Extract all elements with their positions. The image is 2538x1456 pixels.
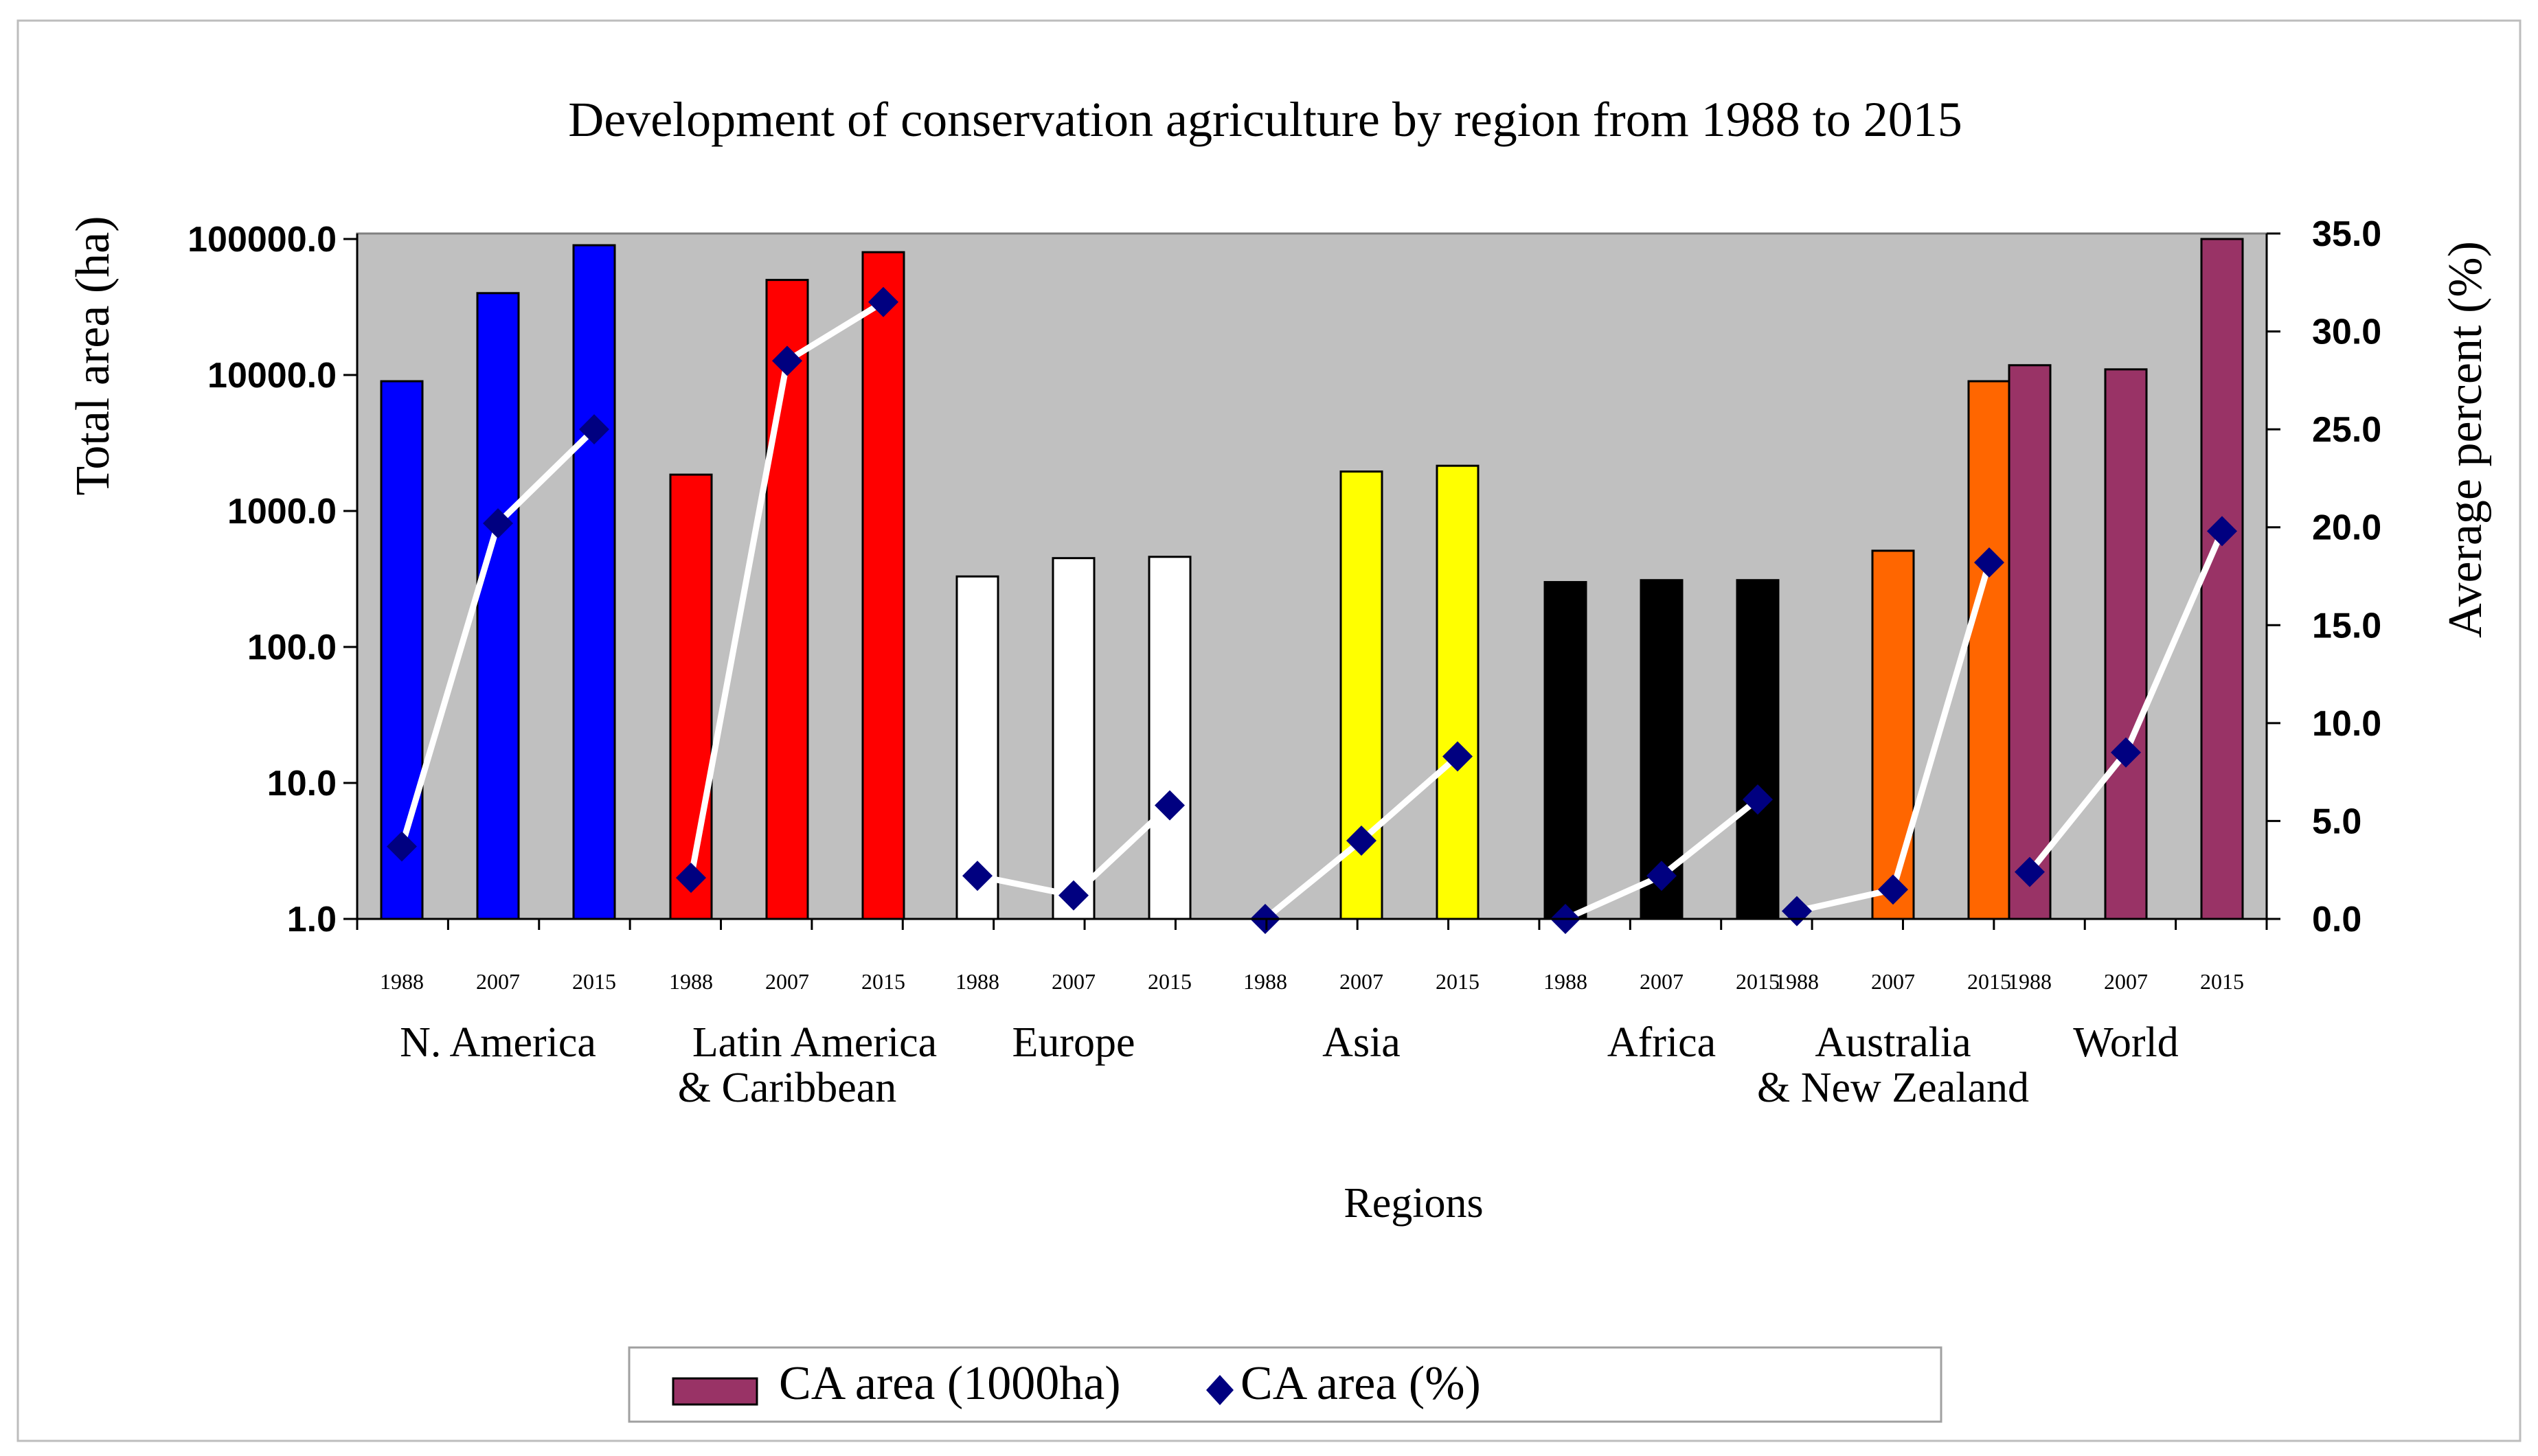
x-tick-label: 2007	[2104, 969, 2148, 994]
percent-marker	[676, 863, 706, 894]
bars-layer	[380, 238, 2244, 920]
x-tick-label: 2015	[1436, 969, 1480, 994]
x-tick-label: 2015	[572, 969, 616, 994]
y2-tick-label: 20.0	[2312, 508, 2381, 548]
percent-marker	[1974, 547, 2004, 578]
bar	[1436, 464, 1480, 920]
legend-bar-swatch	[672, 1377, 758, 1406]
x-tick-label: 1988	[1543, 969, 1587, 994]
percent-marker	[2015, 856, 2045, 887]
x-tick-label: 1988	[2008, 969, 2052, 994]
percent-marker	[868, 286, 898, 317]
bar	[572, 244, 616, 920]
region-label: & New Zealand	[1757, 1065, 2029, 1111]
percent-marker	[1878, 874, 1908, 905]
x-tick-label: 2015	[861, 969, 905, 994]
y2-tick-label: 0.0	[2312, 900, 2361, 940]
x-tick-label: 1988	[669, 969, 713, 994]
x-tick-label: 2007	[1052, 969, 1096, 994]
x-tick-label: 2007	[476, 969, 520, 994]
percent-marker	[1346, 825, 1376, 856]
x-tick-label: 2015	[2200, 969, 2244, 994]
percent-marker	[962, 861, 993, 891]
y-tick-label: 1.0	[287, 900, 337, 940]
x-tick-label: 2015	[1148, 969, 1192, 994]
legend-box	[628, 1346, 1942, 1423]
percent-marker	[2207, 516, 2237, 547]
region-label: Asia	[1322, 1019, 1401, 1066]
x-tick-label: 2015	[1967, 969, 2011, 994]
x-tick-label: 1988	[1775, 969, 1819, 994]
y-tick-label: 10000.0	[207, 356, 337, 396]
percent-marker	[1646, 861, 1677, 891]
x-tick-label: 2007	[1640, 969, 1684, 994]
y2-axis-label: Average percent (%)	[2439, 241, 2492, 638]
y2-tick-label: 30.0	[2312, 312, 2381, 352]
bar	[861, 251, 905, 920]
percent-line-layer	[387, 286, 2237, 934]
bar	[2008, 364, 2052, 920]
x-tick-label: 2007	[1871, 969, 1915, 994]
percent-marker	[772, 345, 802, 376]
region-label: N. America	[400, 1019, 596, 1066]
region-label: World	[2073, 1019, 2178, 1066]
x-tick-label: 1988	[1243, 969, 1287, 994]
y-axis-label: Total area (ha)	[67, 216, 120, 495]
bar	[1148, 556, 1192, 920]
bar	[476, 292, 520, 920]
y2-tick-label: 35.0	[2312, 214, 2381, 254]
x-tick-label: 2015	[1736, 969, 1780, 994]
x-tick-label: 1988	[380, 969, 424, 994]
legend: CA area (1000ha) CA area (%)	[628, 1346, 1942, 1423]
y2-tick-label: 15.0	[2312, 606, 2381, 646]
percent-marker	[2111, 737, 2141, 768]
percent-marker	[1058, 880, 1089, 911]
x-axis-label: Regions	[1344, 1180, 1483, 1227]
legend-marker-swatch	[1206, 1375, 1234, 1405]
bar	[1736, 579, 1780, 920]
bar	[2200, 238, 2244, 920]
y-tick-label: 100.0	[247, 628, 337, 668]
legend-marker-label: CA area (%)	[1240, 1357, 1481, 1410]
y2-tick-label: 25.0	[2312, 410, 2381, 450]
y-tick-label: 100000.0	[188, 220, 337, 260]
percent-marker	[1155, 790, 1185, 821]
percent-marker	[1743, 784, 1773, 815]
bar	[2104, 368, 2148, 920]
x-tick-label: 2007	[765, 969, 809, 994]
x-tick-label: 1988	[955, 969, 999, 994]
y-tick-label: 1000.0	[227, 492, 337, 532]
legend-bar-label: CA area (1000ha)	[779, 1357, 1121, 1410]
region-label: Australia	[1815, 1019, 1971, 1066]
region-label: & Caribbean	[678, 1065, 897, 1111]
y2-tick-label: 5.0	[2312, 801, 2361, 841]
percent-marker	[1442, 741, 1473, 772]
x-tick-label: 2007	[1339, 969, 1383, 994]
bar	[1871, 549, 1915, 920]
bar	[1052, 557, 1096, 920]
bar	[1967, 380, 2011, 920]
y-tick-label: 10.0	[267, 764, 337, 804]
chart-title: Development of conservation agriculture …	[568, 92, 1962, 147]
y2-tick-label: 10.0	[2312, 704, 2381, 744]
percent-marker	[579, 414, 609, 445]
bar	[669, 473, 713, 920]
x-axis-labels: 1988 2007 2015 N. America 1988 2007 2015 Latin …	[380, 969, 2244, 1111]
percent-marker	[387, 831, 417, 862]
region-label: Latin America	[692, 1019, 937, 1066]
region-label: Africa	[1607, 1019, 1716, 1066]
region-label: Europe	[1012, 1019, 1135, 1066]
bar	[1543, 581, 1587, 920]
axes-layer: 1.0 10.0 100.0 1000.0 10000.0 100000.0 0.0 5.0 1…	[188, 214, 2381, 940]
percent-marker	[483, 508, 513, 539]
